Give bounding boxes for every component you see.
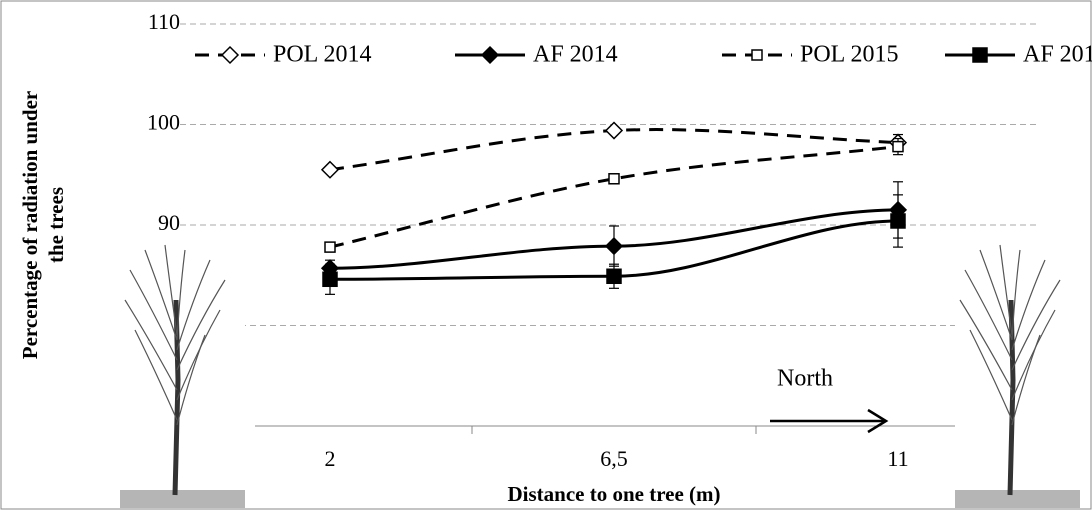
- marker: [608, 173, 620, 185]
- y-axis-title-line: Percentage of radiation under: [18, 91, 42, 360]
- marker: [324, 241, 336, 253]
- marker: [480, 45, 500, 65]
- branch: [1011, 259, 1046, 351]
- y-axis-title: Percentage of radiation under the trees: [18, 91, 68, 360]
- branch: [176, 249, 186, 341]
- legend-label: AF 2015: [1023, 42, 1092, 68]
- branch: [964, 269, 1013, 361]
- marker: [972, 47, 988, 63]
- branch: [999, 244, 1013, 336]
- marker: [890, 213, 906, 229]
- branch: [134, 329, 178, 421]
- branch: [1011, 309, 1056, 401]
- plot: [320, 121, 908, 295]
- branch: [959, 299, 1013, 391]
- branch: [1011, 249, 1021, 341]
- north-arrow: [770, 408, 889, 434]
- branch: [176, 259, 211, 351]
- branch: [176, 334, 206, 426]
- marker: [892, 140, 904, 153]
- trunk: [1007, 299, 1016, 496]
- legend-label: POL 2015: [800, 42, 898, 68]
- branch: [1011, 334, 1041, 426]
- marker: [604, 237, 624, 256]
- marker: [604, 121, 624, 140]
- x-tick-label: 6,5: [600, 446, 628, 471]
- branch: [176, 279, 226, 371]
- branch: [124, 299, 178, 391]
- y-tick-label: 100: [147, 110, 180, 135]
- tree-background: [955, 240, 1080, 508]
- trunk: [172, 299, 181, 496]
- y-tick-label: 90: [158, 210, 180, 235]
- trees: [120, 240, 1080, 508]
- marker: [322, 271, 338, 288]
- legend-label: AF 2014: [533, 42, 618, 68]
- ground: [120, 490, 245, 508]
- branch: [1011, 279, 1061, 371]
- series-line: [329, 145, 899, 249]
- branch: [969, 329, 1013, 421]
- ground: [955, 490, 1080, 508]
- marker: [220, 45, 240, 65]
- tree-image: [955, 240, 1080, 508]
- tree-background: [120, 240, 245, 508]
- legend: POL 2014 AF 2014 POL 2015 AF 2015: [195, 42, 1092, 68]
- x-axis-title: Distance to one tree (m): [507, 482, 720, 506]
- marker: [320, 160, 340, 179]
- branch: [164, 244, 178, 336]
- y-axis-title-line: the trees: [44, 187, 68, 263]
- legend-label: POL 2014: [273, 42, 371, 68]
- x-tick-label: 11: [887, 446, 908, 471]
- branch: [979, 249, 1013, 341]
- branch: [129, 269, 178, 361]
- tree-image: [120, 240, 245, 508]
- x-tick-label: 2: [325, 446, 336, 471]
- y-tick-label: 110: [148, 9, 180, 34]
- branch: [144, 249, 178, 341]
- annotation: North: [777, 366, 833, 392]
- branch: [176, 309, 221, 401]
- marker: [606, 268, 622, 285]
- marker: [751, 49, 763, 61]
